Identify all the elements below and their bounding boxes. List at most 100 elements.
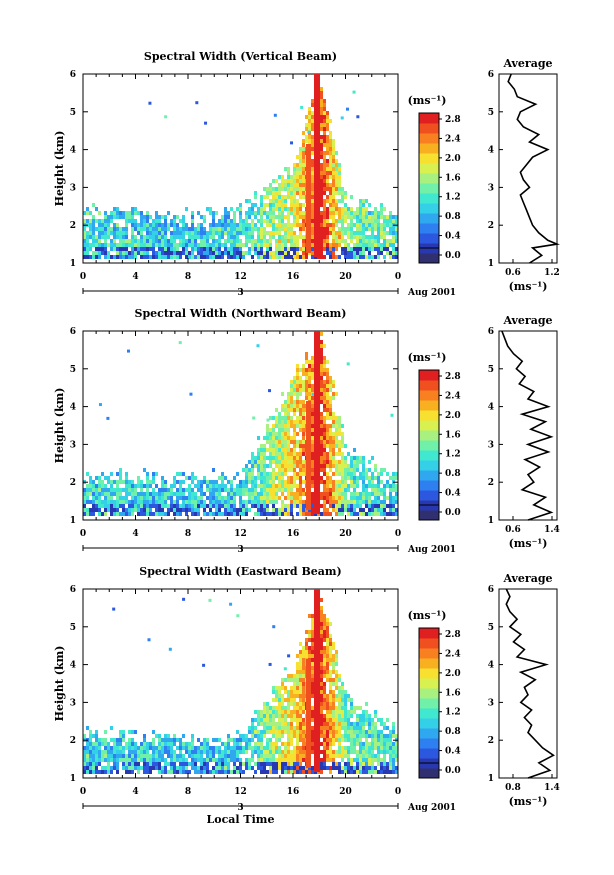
heatmap-cell xyxy=(218,504,221,508)
heatmap-cell xyxy=(143,484,146,488)
heatmap-cell xyxy=(182,500,185,504)
heatmap-cell xyxy=(290,187,293,191)
heatmap-cell xyxy=(296,770,299,774)
heatmap-cell xyxy=(299,207,302,211)
heatmap-cell xyxy=(299,456,302,460)
heatmap-cell xyxy=(320,750,323,754)
heatmap-cell xyxy=(362,227,365,231)
heatmap-cell xyxy=(392,726,395,730)
heatmap-cell xyxy=(272,754,275,758)
heatmap-cell xyxy=(98,754,101,758)
heatmap-cell xyxy=(332,392,335,396)
heatmap-cell xyxy=(302,243,305,247)
heatmap-cell xyxy=(359,243,362,247)
heatmap-cell xyxy=(377,762,380,766)
heatmap-cell xyxy=(185,255,188,259)
heatmap-cell xyxy=(374,500,377,504)
heatmap-cell xyxy=(287,678,290,682)
heatmap-cell xyxy=(164,738,167,742)
heatmap-cell xyxy=(335,392,338,396)
heatmap-cell xyxy=(86,211,89,215)
heatmap-cell xyxy=(269,492,272,496)
heatmap-cell xyxy=(263,734,266,738)
heatmap-cell xyxy=(320,726,323,730)
heatmap-cell xyxy=(173,219,176,223)
heatmap-cell xyxy=(281,227,284,231)
heatmap-cell xyxy=(320,247,323,251)
heatmap-cell xyxy=(392,766,395,770)
heatmap-cell xyxy=(245,227,248,231)
heatmap-cell xyxy=(320,356,323,360)
x-tick-label: 16 xyxy=(287,787,300,797)
heatmap-cell xyxy=(125,742,128,746)
heatmap-cell xyxy=(320,456,323,460)
heatmap-cell xyxy=(362,243,365,247)
heatmap-cell xyxy=(311,480,314,484)
heatmap-cell xyxy=(311,444,314,448)
heatmap-cell xyxy=(266,251,269,255)
heatmap-cell xyxy=(227,734,230,738)
heatmap-cell xyxy=(248,235,251,239)
heatmap-cell xyxy=(260,239,263,243)
heatmap-cell xyxy=(284,722,287,726)
heatmap-cell xyxy=(245,500,248,504)
heatmap-cell xyxy=(308,376,311,380)
heatmap-cell xyxy=(248,211,251,215)
heatmap-cell xyxy=(170,219,173,223)
heatmap-cell xyxy=(359,730,362,734)
heatmap-cell xyxy=(368,742,371,746)
heatmap-cell xyxy=(233,239,236,243)
heatmap-cell xyxy=(113,758,116,762)
heatmap-cell xyxy=(242,251,245,255)
colorbar-tick-label: 0.8 xyxy=(445,469,461,479)
heatmap-cell xyxy=(194,508,197,512)
heatmap-cell xyxy=(311,642,314,646)
heatmap-cell xyxy=(353,758,356,762)
heatmap-cell xyxy=(128,750,131,754)
heatmap-cell xyxy=(197,496,200,500)
heatmap-cell xyxy=(266,187,269,191)
heatmap-cell xyxy=(341,231,344,235)
heatmap-cell xyxy=(395,742,398,746)
heatmap-cell xyxy=(299,215,302,219)
y-tick-label: 4 xyxy=(70,146,76,156)
heatmap-cell xyxy=(323,714,326,718)
heatmap-cell xyxy=(338,191,341,195)
average-title: Average xyxy=(502,572,552,585)
heatmap-cell xyxy=(320,107,323,111)
heatmap-cell xyxy=(290,762,293,766)
heatmap-cell xyxy=(113,762,116,766)
heatmap-cell xyxy=(335,762,338,766)
heatmap-cell xyxy=(107,754,110,758)
heatmap-cell xyxy=(365,496,368,500)
heatmap-cell xyxy=(293,726,296,730)
heatmap-cell xyxy=(359,734,362,738)
heatmap-cell xyxy=(209,746,212,750)
heatmap-cell xyxy=(281,686,284,690)
heatmap-cell xyxy=(320,127,323,131)
heatmap-cell xyxy=(335,508,338,512)
heatmap-cell xyxy=(281,444,284,448)
heatmap-cell xyxy=(257,448,260,452)
heatmap-cell xyxy=(338,460,341,464)
heatmap-cell xyxy=(335,730,338,734)
heatmap-cell xyxy=(206,239,209,243)
heatmap-cell xyxy=(113,247,116,251)
heatmap-cell xyxy=(326,436,329,440)
heatmap-cell xyxy=(104,231,107,235)
heatmap-cell xyxy=(215,758,218,762)
heatmap-cell xyxy=(335,512,338,516)
heatmap-cell xyxy=(212,500,215,504)
heatmap-cell xyxy=(326,670,329,674)
heatmap-cell xyxy=(272,416,275,420)
heatmap-cell xyxy=(320,99,323,103)
heatmap-cell xyxy=(299,464,302,468)
heatmap-cell xyxy=(263,714,266,718)
heatmap-cell xyxy=(224,251,227,255)
heatmap-cell xyxy=(362,718,365,722)
heatmap-cell xyxy=(203,512,206,516)
heatmap-cell xyxy=(266,243,269,247)
heatmap-cell xyxy=(215,492,218,496)
heatmap-cell xyxy=(299,151,302,155)
heatmap-cell xyxy=(389,758,392,762)
